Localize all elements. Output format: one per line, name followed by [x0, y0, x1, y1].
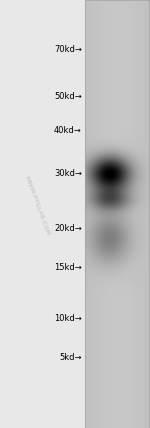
Text: 15kd→: 15kd→: [54, 263, 82, 272]
Text: 50kd→: 50kd→: [54, 92, 82, 101]
Bar: [85, 0, 149, 428]
Text: 20kd→: 20kd→: [54, 224, 82, 234]
Text: 70kd→: 70kd→: [54, 45, 82, 54]
Text: WWW.PTGLAB.COM: WWW.PTGLAB.COM: [24, 175, 51, 236]
Text: 30kd→: 30kd→: [54, 169, 82, 178]
Text: 40kd→: 40kd→: [54, 126, 82, 135]
Text: 5kd→: 5kd→: [59, 353, 82, 362]
Text: 10kd→: 10kd→: [54, 314, 82, 324]
